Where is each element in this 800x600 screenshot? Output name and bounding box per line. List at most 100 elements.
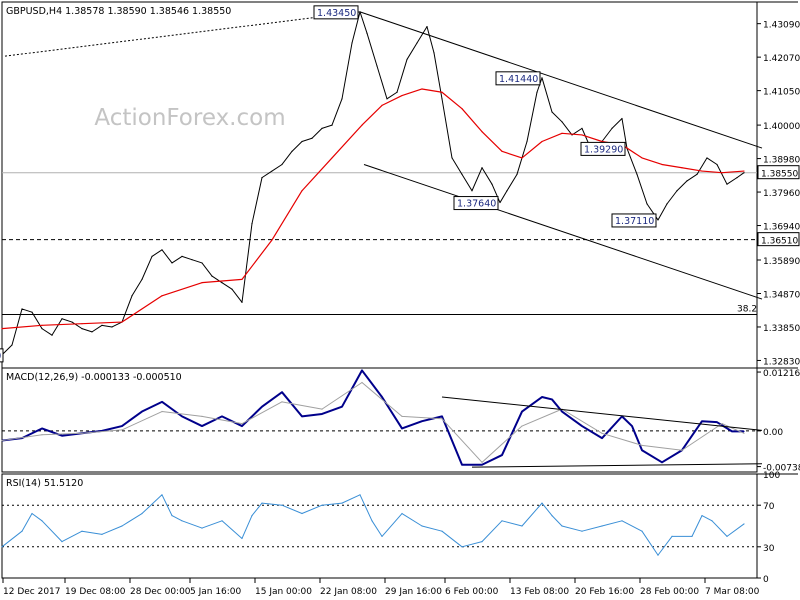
- price-series-point: [526, 140, 528, 143]
- price-series-point: [181, 255, 183, 257]
- price-annotation-label: 1.33000: [0, 351, 1, 362]
- price-series-point: [301, 190, 303, 192]
- rsi-series-point: [401, 512, 403, 515]
- price-series-point: [376, 65, 378, 67]
- rsi-series-point: [461, 546, 463, 548]
- rsi-title: RSI(14) 51.5120: [6, 478, 83, 489]
- x-axis-tick-label: 22 Jan 08:00: [320, 587, 377, 597]
- macd-series-point: [541, 396, 543, 398]
- price-series-point: [341, 98, 343, 100]
- fib-level-label: 38.2: [737, 304, 757, 314]
- price-series-point: [111, 326, 113, 328]
- price-series-point: [441, 98, 443, 100]
- rsi-panel-frame: [1, 473, 758, 579]
- macd-title: MACD(12,26,9) -0.000133 -0.000510: [6, 372, 182, 383]
- macd-panel-frame: [1, 367, 758, 473]
- macd-series-point: [461, 464, 463, 466]
- price-series-point: [676, 190, 678, 192]
- price-annotation-label: 1.41440: [499, 74, 538, 85]
- price-series-point: [291, 150, 293, 152]
- rsi-series-point: [541, 502, 543, 504]
- macd-series-point: [41, 427, 43, 430]
- macd-series-point: [281, 401, 283, 403]
- rsi-series-point: [281, 504, 283, 506]
- price-series-point: [171, 262, 173, 264]
- price-series-point: [271, 239, 273, 241]
- price-series-point: [71, 321, 73, 323]
- macd-series-point: [721, 423, 723, 425]
- price-series-point: [241, 301, 243, 303]
- price-series-point: [231, 288, 233, 290]
- price-trendline: [363, 164, 763, 300]
- macd-series-point: [261, 406, 263, 408]
- price-series-point: [716, 163, 718, 166]
- rsi-series-point: [621, 520, 623, 522]
- price-series-point: [481, 167, 483, 169]
- macd-y-tick-label: 0.00: [763, 428, 783, 438]
- price-series-line: [1, 11, 745, 356]
- price-series-point: [101, 324, 103, 326]
- rsi-series-point: [61, 541, 63, 543]
- price-title: GBPUSD,H4 1.38578 1.38590 1.38546 1.3855…: [6, 6, 231, 17]
- price-annotation-box: [313, 5, 359, 20]
- price-series-point: [481, 131, 483, 133]
- macd-series-point: [743, 432, 745, 434]
- rsi-series-point: [641, 530, 643, 532]
- price-series-point: [541, 140, 543, 143]
- price-series-point: [636, 173, 638, 175]
- macd-series-point: [481, 461, 483, 463]
- macd-series-point: [81, 432, 83, 434]
- x-axis-tick-label: 5 Jan 16:00: [190, 587, 242, 597]
- rsi-series-point: [441, 530, 443, 532]
- price-series-point: [366, 32, 368, 34]
- price-series-point: [501, 150, 503, 152]
- price-y-tick-label: 1.35890: [763, 257, 800, 267]
- price-series-point: [21, 308, 23, 310]
- price-y-tick-label: 1.43090: [763, 21, 800, 31]
- x-axis-tick-label: 13 Feb 08:00: [510, 587, 569, 597]
- macd-series-point: [61, 435, 63, 437]
- macd-trendline: [441, 396, 763, 431]
- rsi-series-point: [21, 530, 23, 532]
- price-series-point: [321, 127, 323, 129]
- price-series-point: [211, 275, 213, 277]
- macd-series-point: [341, 406, 343, 408]
- macd-series-point: [716, 421, 718, 423]
- rsi-series-point: [726, 535, 728, 538]
- price-series-point: [736, 177, 738, 179]
- macd-series-point: [701, 420, 703, 422]
- price-y-tick-label: 1.37960: [763, 189, 800, 199]
- price-series-point: [261, 177, 263, 179]
- price-series-point: [491, 183, 493, 185]
- macd-series-point: [281, 391, 283, 393]
- macd-series-point: [361, 381, 363, 384]
- price-series-point: [121, 321, 123, 323]
- macd-series-point: [161, 401, 163, 403]
- price-series-point: [301, 140, 303, 143]
- macd-series-point: [521, 410, 523, 413]
- price-annotation-label: 1.37110: [615, 216, 654, 227]
- macd-series-point: [441, 415, 443, 417]
- rsi-y-tick-label: 0: [763, 575, 769, 585]
- price-series-point: [161, 295, 163, 297]
- rsi-series-point: [181, 520, 183, 522]
- price-series-point: [499, 201, 501, 204]
- macd-series-point: [631, 425, 633, 427]
- price-series-point: [681, 167, 683, 169]
- price-series-point: [611, 127, 613, 129]
- price-series-point: [561, 121, 563, 123]
- price-annotation-box: [0, 348, 4, 363]
- macd-series-point: [581, 425, 583, 427]
- price-series-point: [686, 180, 688, 182]
- rsi-series-point: [31, 512, 33, 515]
- rsi-series-point: [241, 537, 243, 540]
- rsi-series-point: [101, 533, 103, 535]
- rsi-series-point: [261, 502, 263, 504]
- x-axis-tick-label: 7 Mar 08:00: [705, 587, 760, 597]
- price-series-point: [11, 344, 13, 346]
- price-series-point: [441, 91, 443, 93]
- price-series-point: [151, 255, 153, 257]
- rsi-series-point: [41, 520, 43, 522]
- rsi-series-point: [359, 494, 361, 496]
